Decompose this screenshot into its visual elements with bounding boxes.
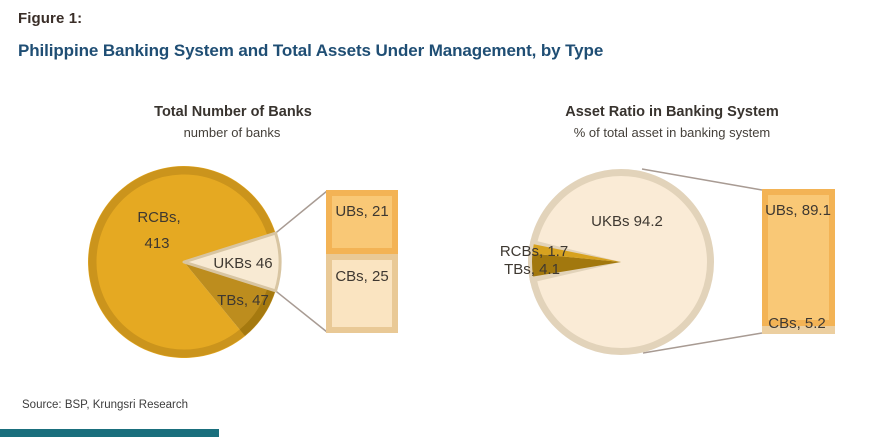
rcbs-slice-label-line2: 413 xyxy=(144,235,169,252)
right-leader-line-bottom xyxy=(642,332,763,354)
left-breakout-bar: UBs, 21 CBs, 25 xyxy=(326,190,398,333)
right-leader-line-top xyxy=(641,168,763,191)
figure-title: Philippine Banking System and Total Asse… xyxy=(18,41,604,60)
ubs-asset-box xyxy=(768,195,829,320)
ukbs-asset-label: UKBs 94.2 xyxy=(591,213,663,230)
rcbs-slice-rim xyxy=(88,166,276,358)
chart-number-of-banks: Total Number of Banks number of banks RC… xyxy=(88,104,398,358)
rcbs-asset-slice xyxy=(532,244,621,262)
ukbs-slice-label: UKBs 46 xyxy=(213,255,272,272)
left-leader-line-bottom xyxy=(275,290,328,333)
right-breakout-bar: UBs, 89.1 CBs, 5.2 xyxy=(762,189,835,334)
cbs-box xyxy=(332,260,392,327)
source-note: Source: BSP, Krungsri Research xyxy=(22,399,188,411)
ubs-box-label: UBs, 21 xyxy=(335,203,388,220)
right-chart-subtitle: % of total asset in banking system xyxy=(574,125,771,140)
cbs-asset-box-label: CBs, 5.2 xyxy=(768,315,826,332)
chart-asset-ratio: Asset Ratio in Banking System % of total… xyxy=(500,104,835,355)
ubs-asset-box-label: UBs, 89.1 xyxy=(765,202,831,219)
tbs-asset-label: TBs, 4.1 xyxy=(504,261,560,278)
cbs-asset-strip xyxy=(762,326,835,334)
tbs-slice-label: TBs, 47 xyxy=(217,292,269,309)
figure-label: Figure 1: xyxy=(18,10,83,27)
right-chart-title: Asset Ratio in Banking System xyxy=(565,104,779,120)
left-chart-title: Total Number of Banks xyxy=(154,104,312,120)
ukbs-slice xyxy=(182,231,282,293)
ubs-box xyxy=(332,196,392,248)
tbs-asset-slice xyxy=(532,253,621,277)
rcbs-asset-label: RCBs, 1.7 xyxy=(500,243,568,260)
left-leader-line-top xyxy=(275,190,328,234)
tbs-slice-rim xyxy=(239,288,276,336)
rcbs-slice xyxy=(88,165,276,358)
footer-accent-bar xyxy=(0,429,219,437)
left-chart-subtitle: number of banks xyxy=(184,125,281,140)
rcbs-slice-label-line1: RCBs, xyxy=(137,209,180,226)
cbs-box-label: CBs, 25 xyxy=(335,268,388,285)
